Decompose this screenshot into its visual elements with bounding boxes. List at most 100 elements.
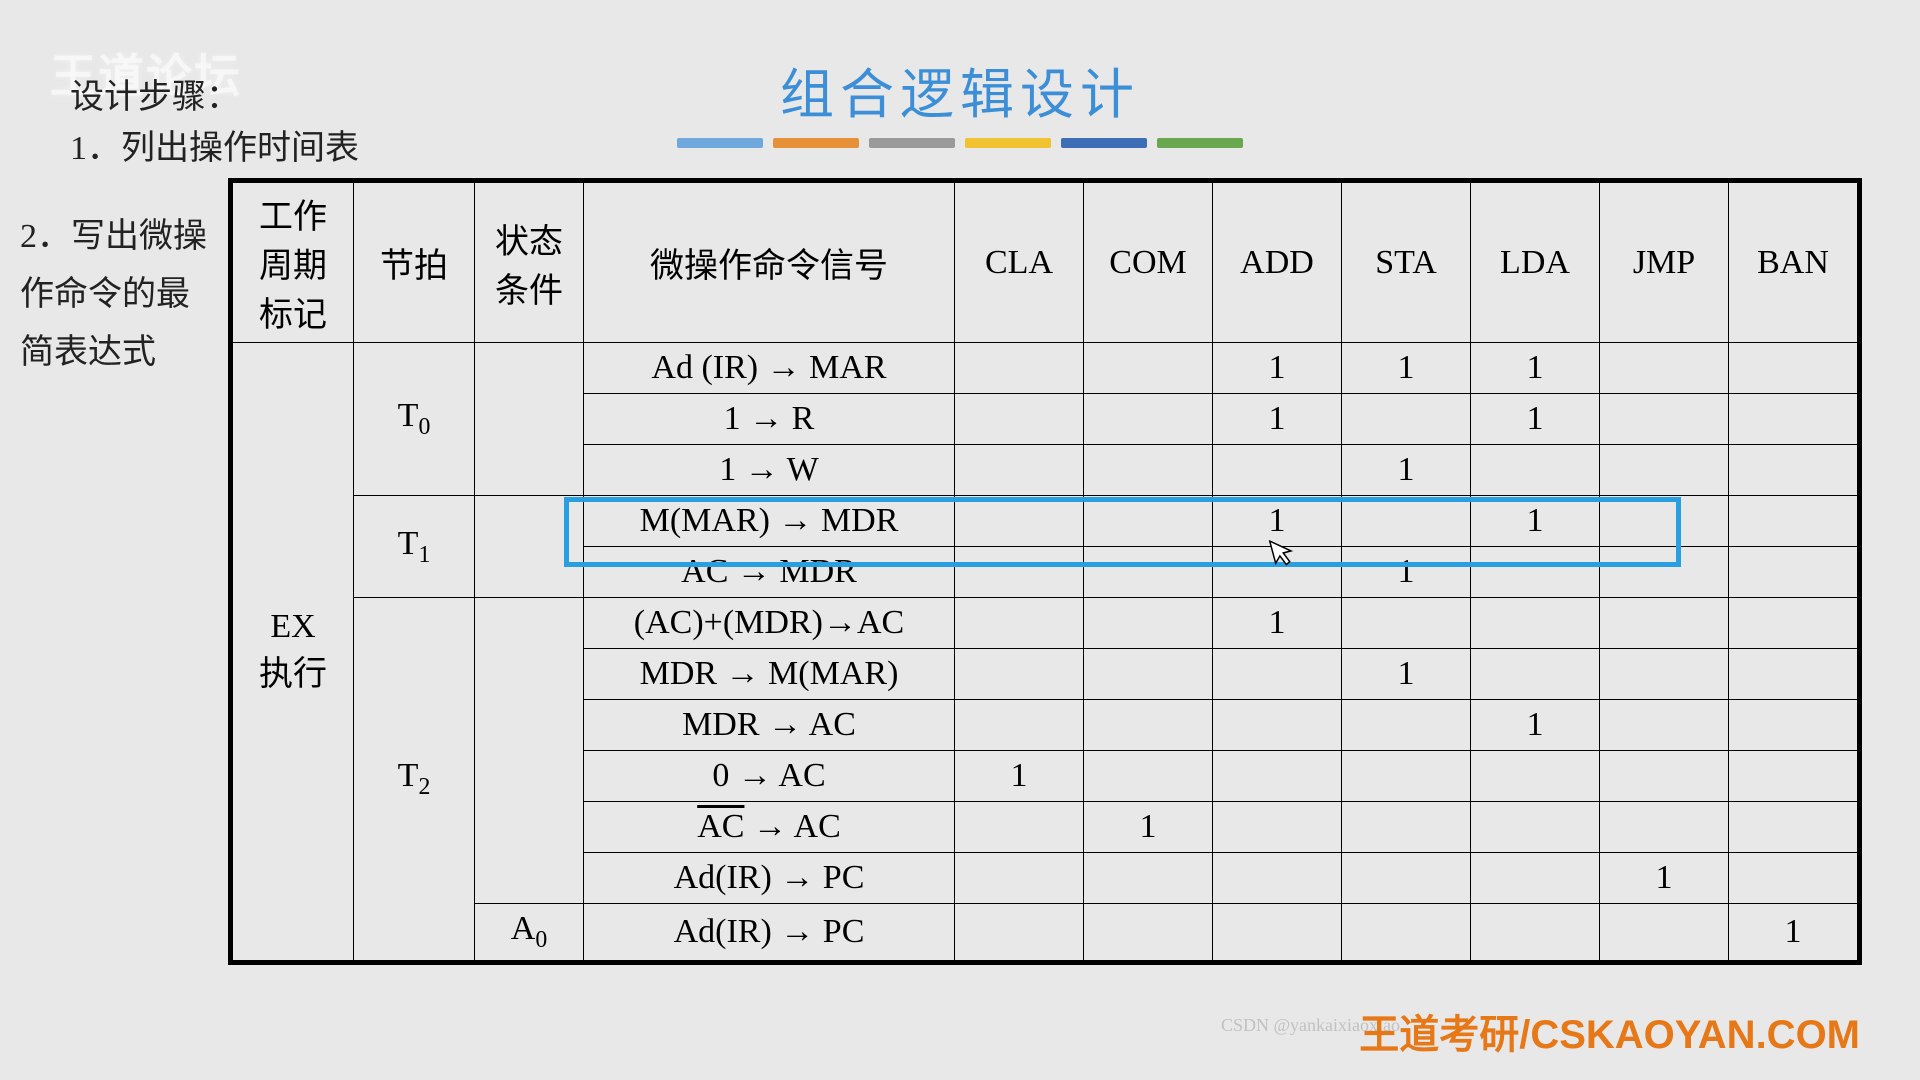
mark-cell	[1729, 547, 1858, 598]
micro-op-signal: 1 → R	[584, 394, 955, 445]
mark-cell	[1084, 649, 1213, 700]
mark-cell: 1	[1471, 343, 1600, 394]
micro-op-signal: MDR → AC	[584, 700, 955, 751]
mark-cell	[1342, 802, 1471, 853]
mark-cell	[1729, 496, 1858, 547]
mark-cell	[1084, 700, 1213, 751]
mark-cell	[1342, 751, 1471, 802]
table-row: A0Ad(IR) → PC1	[233, 904, 1858, 961]
condition-cell	[475, 598, 584, 904]
cycle-label: EX执行	[233, 343, 354, 961]
table-header-row: 工作周期标记节拍状态条件微操作命令信号CLACOMADDSTALDAJMPBAN	[233, 183, 1858, 343]
mark-cell	[955, 445, 1084, 496]
mark-cell	[1084, 394, 1213, 445]
mark-cell	[955, 802, 1084, 853]
mark-cell	[955, 904, 1084, 961]
mark-cell	[1471, 649, 1600, 700]
table-row: EX执行T0Ad (IR) → MAR111	[233, 343, 1858, 394]
mark-cell	[1342, 700, 1471, 751]
mark-cell	[1729, 700, 1858, 751]
mark-cell	[1600, 904, 1729, 961]
mark-cell	[1471, 802, 1600, 853]
mark-cell: 1	[1342, 547, 1471, 598]
mark-cell	[1084, 598, 1213, 649]
condition-cell	[475, 343, 584, 496]
mark-cell	[1084, 343, 1213, 394]
mark-cell	[1084, 904, 1213, 961]
steps-intro: 设计步骤： 1．列出操作时间表	[70, 72, 359, 174]
mark-cell: 1	[955, 751, 1084, 802]
mark-cell: 1	[1084, 802, 1213, 853]
mark-cell: 1	[1213, 394, 1342, 445]
mark-cell	[1342, 496, 1471, 547]
mark-cell	[1471, 598, 1600, 649]
mark-cell: 1	[1600, 853, 1729, 904]
mark-cell	[1471, 751, 1600, 802]
micro-op-signal: 0 → AC	[584, 751, 955, 802]
mark-cell	[955, 394, 1084, 445]
mark-cell: 1	[1342, 343, 1471, 394]
mark-cell	[1729, 343, 1858, 394]
mark-cell	[955, 496, 1084, 547]
beat-label: T1	[354, 496, 475, 598]
mark-cell: 1	[1471, 700, 1600, 751]
mark-cell	[1600, 802, 1729, 853]
micro-op-signal: (AC)+(MDR)→AC	[584, 598, 955, 649]
mark-cell	[955, 700, 1084, 751]
mark-cell	[955, 649, 1084, 700]
mark-cell	[1600, 496, 1729, 547]
mark-cell	[1729, 853, 1858, 904]
mark-cell	[1600, 394, 1729, 445]
mark-cell	[1084, 751, 1213, 802]
table-row: T2(AC)+(MDR)→AC1	[233, 598, 1858, 649]
mark-cell: 1	[1213, 343, 1342, 394]
mark-cell	[1084, 853, 1213, 904]
mark-cell	[1084, 445, 1213, 496]
mark-cell	[955, 853, 1084, 904]
mark-cell	[1342, 394, 1471, 445]
micro-op-signal: Ad(IR) → PC	[584, 853, 955, 904]
mark-cell	[1471, 853, 1600, 904]
mark-cell	[955, 343, 1084, 394]
mark-cell	[1342, 598, 1471, 649]
mark-cell	[1600, 751, 1729, 802]
micro-op-signal: 1 → W	[584, 445, 955, 496]
title-underline	[677, 138, 1243, 148]
mark-cell	[1213, 751, 1342, 802]
mark-cell	[1471, 904, 1600, 961]
table-row: T1M(MAR) → MDR11	[233, 496, 1858, 547]
mark-cell	[1600, 649, 1729, 700]
mark-cell	[955, 547, 1084, 598]
mark-cell: 1	[1342, 649, 1471, 700]
mark-cell	[1729, 445, 1858, 496]
mark-cell	[1213, 853, 1342, 904]
operation-table: 工作周期标记节拍状态条件微操作命令信号CLACOMADDSTALDAJMPBAN…	[228, 178, 1862, 965]
mark-cell: 1	[1213, 598, 1342, 649]
condition-cell: A0	[475, 904, 584, 961]
mark-cell	[1342, 904, 1471, 961]
mark-cell	[1213, 649, 1342, 700]
condition-cell	[475, 496, 584, 598]
mark-cell: 1	[1471, 394, 1600, 445]
mark-cell	[1213, 802, 1342, 853]
mark-cell: 1	[1729, 904, 1858, 961]
step-1: 1．列出操作时间表	[70, 123, 359, 174]
mark-cell	[1729, 649, 1858, 700]
footer-brand: 王道考研/CSKAOYAN.COM	[1359, 1002, 1860, 1060]
mark-cell	[1600, 598, 1729, 649]
mark-cell	[1729, 751, 1858, 802]
beat-label: T2	[354, 598, 475, 961]
mark-cell	[1213, 700, 1342, 751]
mark-cell	[1600, 445, 1729, 496]
mark-cell	[1729, 802, 1858, 853]
micro-op-signal: AC → AC	[584, 802, 955, 853]
mark-cell	[1084, 496, 1213, 547]
mark-cell	[1342, 853, 1471, 904]
step-2: 2．写出微操作命令的最简表达式	[20, 208, 220, 381]
mark-cell	[1471, 445, 1600, 496]
mark-cell	[1471, 547, 1600, 598]
micro-op-signal: Ad (IR) → MAR	[584, 343, 955, 394]
mark-cell: 1	[1342, 445, 1471, 496]
steps-intro-label: 设计步骤：	[70, 72, 359, 123]
mark-cell: 1	[1471, 496, 1600, 547]
